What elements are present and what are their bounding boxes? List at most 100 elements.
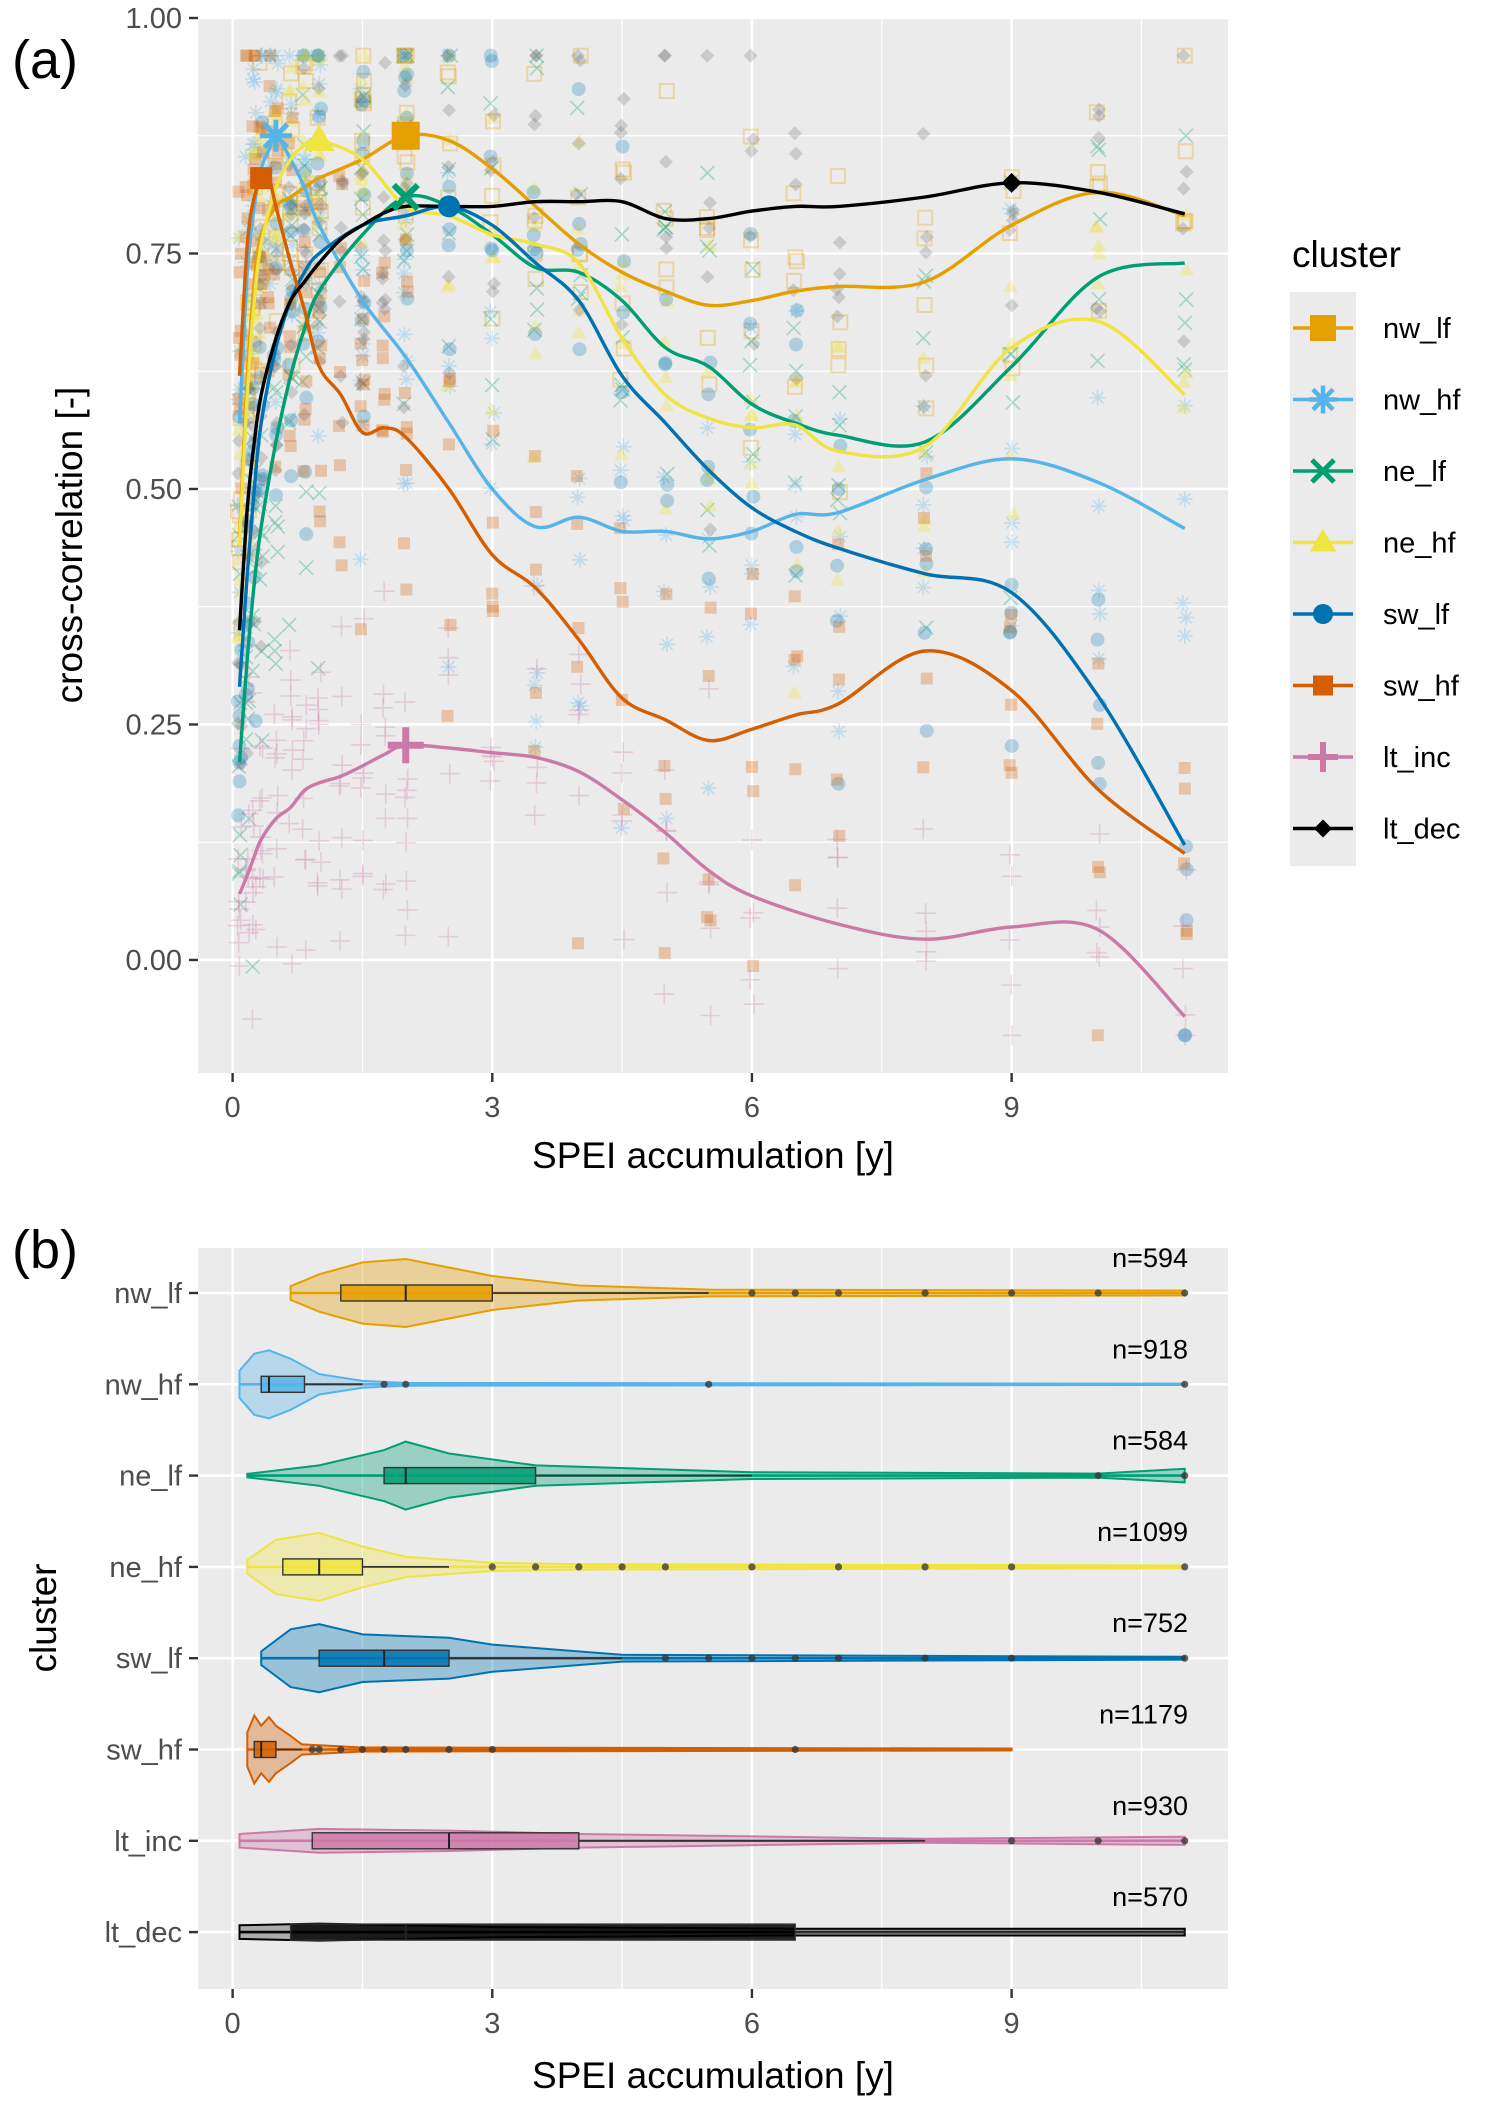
scatter-point	[353, 129, 370, 144]
scatter-point	[1006, 203, 1021, 218]
scatter-point	[572, 342, 587, 357]
scatter-point	[1090, 276, 1106, 290]
scatter-point	[831, 290, 846, 305]
scatter-point	[529, 302, 545, 318]
scatter-point	[260, 234, 277, 251]
legend-key-ne-lf	[1293, 458, 1353, 484]
scatter-point	[616, 305, 631, 320]
scatter-point	[830, 340, 847, 357]
scatter-point	[313, 235, 328, 250]
scatter-point	[329, 776, 350, 797]
violin-lt-dec	[238, 1922, 1186, 1942]
scatter-point	[656, 583, 673, 600]
box-iqr	[383, 1466, 537, 1485]
scatter-point	[266, 730, 287, 751]
scatter-point	[616, 164, 633, 181]
scatter-point	[295, 58, 312, 75]
scatter-point	[335, 48, 350, 63]
scatter-point	[1177, 213, 1194, 230]
scatter-point	[232, 572, 249, 586]
scatter-point	[296, 61, 311, 76]
scatter-point	[331, 686, 352, 707]
scatter-point	[353, 191, 369, 207]
y-tick-label: sw_hf	[106, 1735, 183, 1767]
scatter-point	[700, 780, 717, 797]
scatter-point	[353, 240, 368, 255]
scatter-point	[1178, 782, 1191, 795]
scatter-point	[269, 255, 286, 272]
scatter-point	[229, 543, 246, 560]
scatter-point	[254, 555, 269, 570]
scatter-point	[357, 378, 370, 391]
scatter-point	[1175, 1025, 1196, 1046]
scatter-point	[376, 233, 391, 248]
scatter-point	[1178, 761, 1191, 774]
scatter-point	[442, 342, 457, 357]
scatter-point	[1176, 374, 1192, 388]
scatter-point	[788, 302, 805, 319]
y-tick-label: 1.00	[126, 3, 182, 35]
outlier-point	[1008, 1563, 1016, 1571]
scatter-point	[571, 551, 588, 568]
scatter-point	[1092, 102, 1107, 117]
scatter-point	[229, 503, 246, 520]
scatter-point	[298, 275, 315, 292]
scatter-point	[747, 960, 760, 973]
scatter-point	[263, 80, 276, 93]
scatter-point	[441, 225, 457, 241]
scatter-point	[312, 306, 325, 319]
scatter-point	[700, 918, 721, 939]
scatter-point	[654, 759, 675, 780]
scatter-point	[1005, 206, 1020, 221]
scatter-point	[657, 882, 678, 903]
n-label-sw-hf: n=1179	[1099, 1700, 1188, 1730]
legend-label-ne-lf: ne_lf	[1383, 456, 1447, 488]
scatter-point	[918, 620, 934, 636]
scatter-point	[399, 475, 416, 492]
legend-key-ne-hf	[1293, 528, 1353, 552]
scatter-point	[353, 171, 370, 186]
scatter-point	[788, 374, 805, 388]
scatter-point	[526, 65, 543, 82]
scatter-point	[248, 49, 261, 62]
outlier-point	[1181, 1563, 1189, 1571]
scatter-point	[354, 233, 370, 248]
scatter-point	[332, 48, 347, 63]
scatter-point	[298, 413, 311, 426]
scatter-point	[248, 713, 263, 728]
peak-marker-nw-lf	[391, 121, 420, 150]
scatter-point	[269, 55, 286, 72]
scatter-point	[270, 158, 283, 171]
scatter-point	[311, 220, 328, 237]
scatter-point	[1089, 823, 1110, 844]
scatter-point	[227, 915, 248, 936]
scatter-point	[917, 511, 933, 526]
scatter-point	[743, 456, 760, 471]
scatter-point	[269, 246, 284, 261]
scatter-point	[614, 508, 631, 525]
scatter-point	[245, 958, 261, 975]
scatter-point	[1004, 298, 1019, 313]
scatter-point	[285, 198, 300, 213]
scatter-point	[570, 48, 585, 63]
panel-a-letter: (a)	[12, 30, 78, 90]
scatter-point	[252, 257, 269, 274]
scatter-point	[314, 101, 329, 116]
scatter-point	[915, 398, 932, 415]
scatter-point	[915, 330, 931, 346]
scatter-point	[658, 357, 673, 372]
scatter-point	[1178, 609, 1195, 626]
scatter-point	[788, 363, 804, 379]
scatter-point	[254, 639, 269, 654]
scatter-point	[354, 161, 371, 175]
n-label-nw-lf: n=594	[1112, 1243, 1188, 1273]
scatter-point	[229, 497, 246, 514]
scatter-point	[832, 410, 849, 427]
scatter-point	[526, 677, 543, 694]
scatter-point	[1089, 947, 1110, 968]
legend-key-marker	[1309, 385, 1337, 414]
scatter-point	[485, 249, 502, 264]
scatter-point	[915, 579, 932, 596]
scatter-point	[830, 357, 847, 374]
scatter-point	[528, 48, 543, 63]
